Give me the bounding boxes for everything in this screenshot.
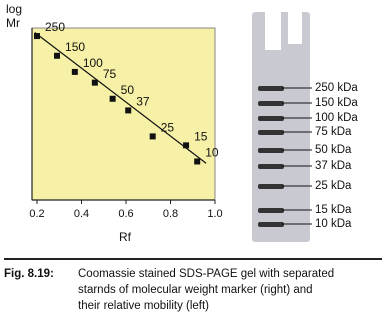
gel-label: 100 kDa (315, 112, 358, 124)
gel-label: 25 kDa (315, 180, 352, 192)
point-label: 75 (103, 67, 117, 81)
caption-label: Fig. 8.19: (4, 268, 54, 280)
gel-label: 75 kDa (315, 126, 352, 138)
gel-label: 10 kDa (315, 218, 352, 230)
point (34, 33, 40, 40)
point-label: 37 (136, 95, 150, 109)
point-label: 25 (161, 121, 175, 135)
y-axis-label: log Mr (6, 2, 22, 30)
x-tick-label: 0.6 (118, 208, 133, 220)
x-axis-label: Rf (119, 230, 132, 244)
caption-line: their relative mobility (left) (78, 300, 210, 312)
point (91, 79, 98, 86)
point-label: 10 (205, 146, 219, 160)
point-label: 15 (194, 130, 208, 144)
x-tick-label: 0.2 (29, 208, 44, 220)
gel-band (258, 184, 284, 189)
gel-label: 150 kDa (315, 97, 358, 109)
gel (252, 8, 310, 242)
point-label: 150 (65, 40, 85, 54)
point-label: 50 (121, 83, 135, 97)
gel-band (258, 101, 284, 106)
x-tick-label: 0.4 (74, 208, 89, 220)
gel-band (258, 208, 284, 213)
caption-line: starnds of molecular weight marker (righ… (78, 284, 313, 296)
point-label: 250 (45, 20, 65, 34)
gel-band (258, 116, 284, 121)
gel-label: 50 kDa (315, 144, 352, 156)
plot-area (31, 27, 216, 201)
point (183, 142, 190, 149)
point-label: 100 (83, 56, 103, 70)
point (149, 133, 156, 140)
caption-line: Coomassie stained SDS-PAGE gel with sepa… (78, 268, 335, 280)
x-tick-label: 1.0 (207, 208, 222, 220)
gel-band (258, 130, 284, 135)
point (194, 158, 201, 165)
point (125, 107, 132, 114)
gel-label: 15 kDa (315, 204, 352, 216)
gel-band (258, 86, 284, 91)
trend-line (34, 32, 207, 164)
point (109, 95, 116, 102)
gel-band (258, 148, 284, 153)
caption: Fig. 8.19: Coomassie stained SDS-PAGE ge… (4, 258, 382, 314)
gel-label: 37 kDa (315, 160, 352, 172)
gel-label: 250 kDa (315, 82, 358, 94)
point (54, 52, 61, 59)
point (71, 68, 78, 75)
x-tick-label: 0.8 (163, 208, 178, 220)
gel-band (258, 222, 284, 227)
gel-band (258, 164, 284, 169)
